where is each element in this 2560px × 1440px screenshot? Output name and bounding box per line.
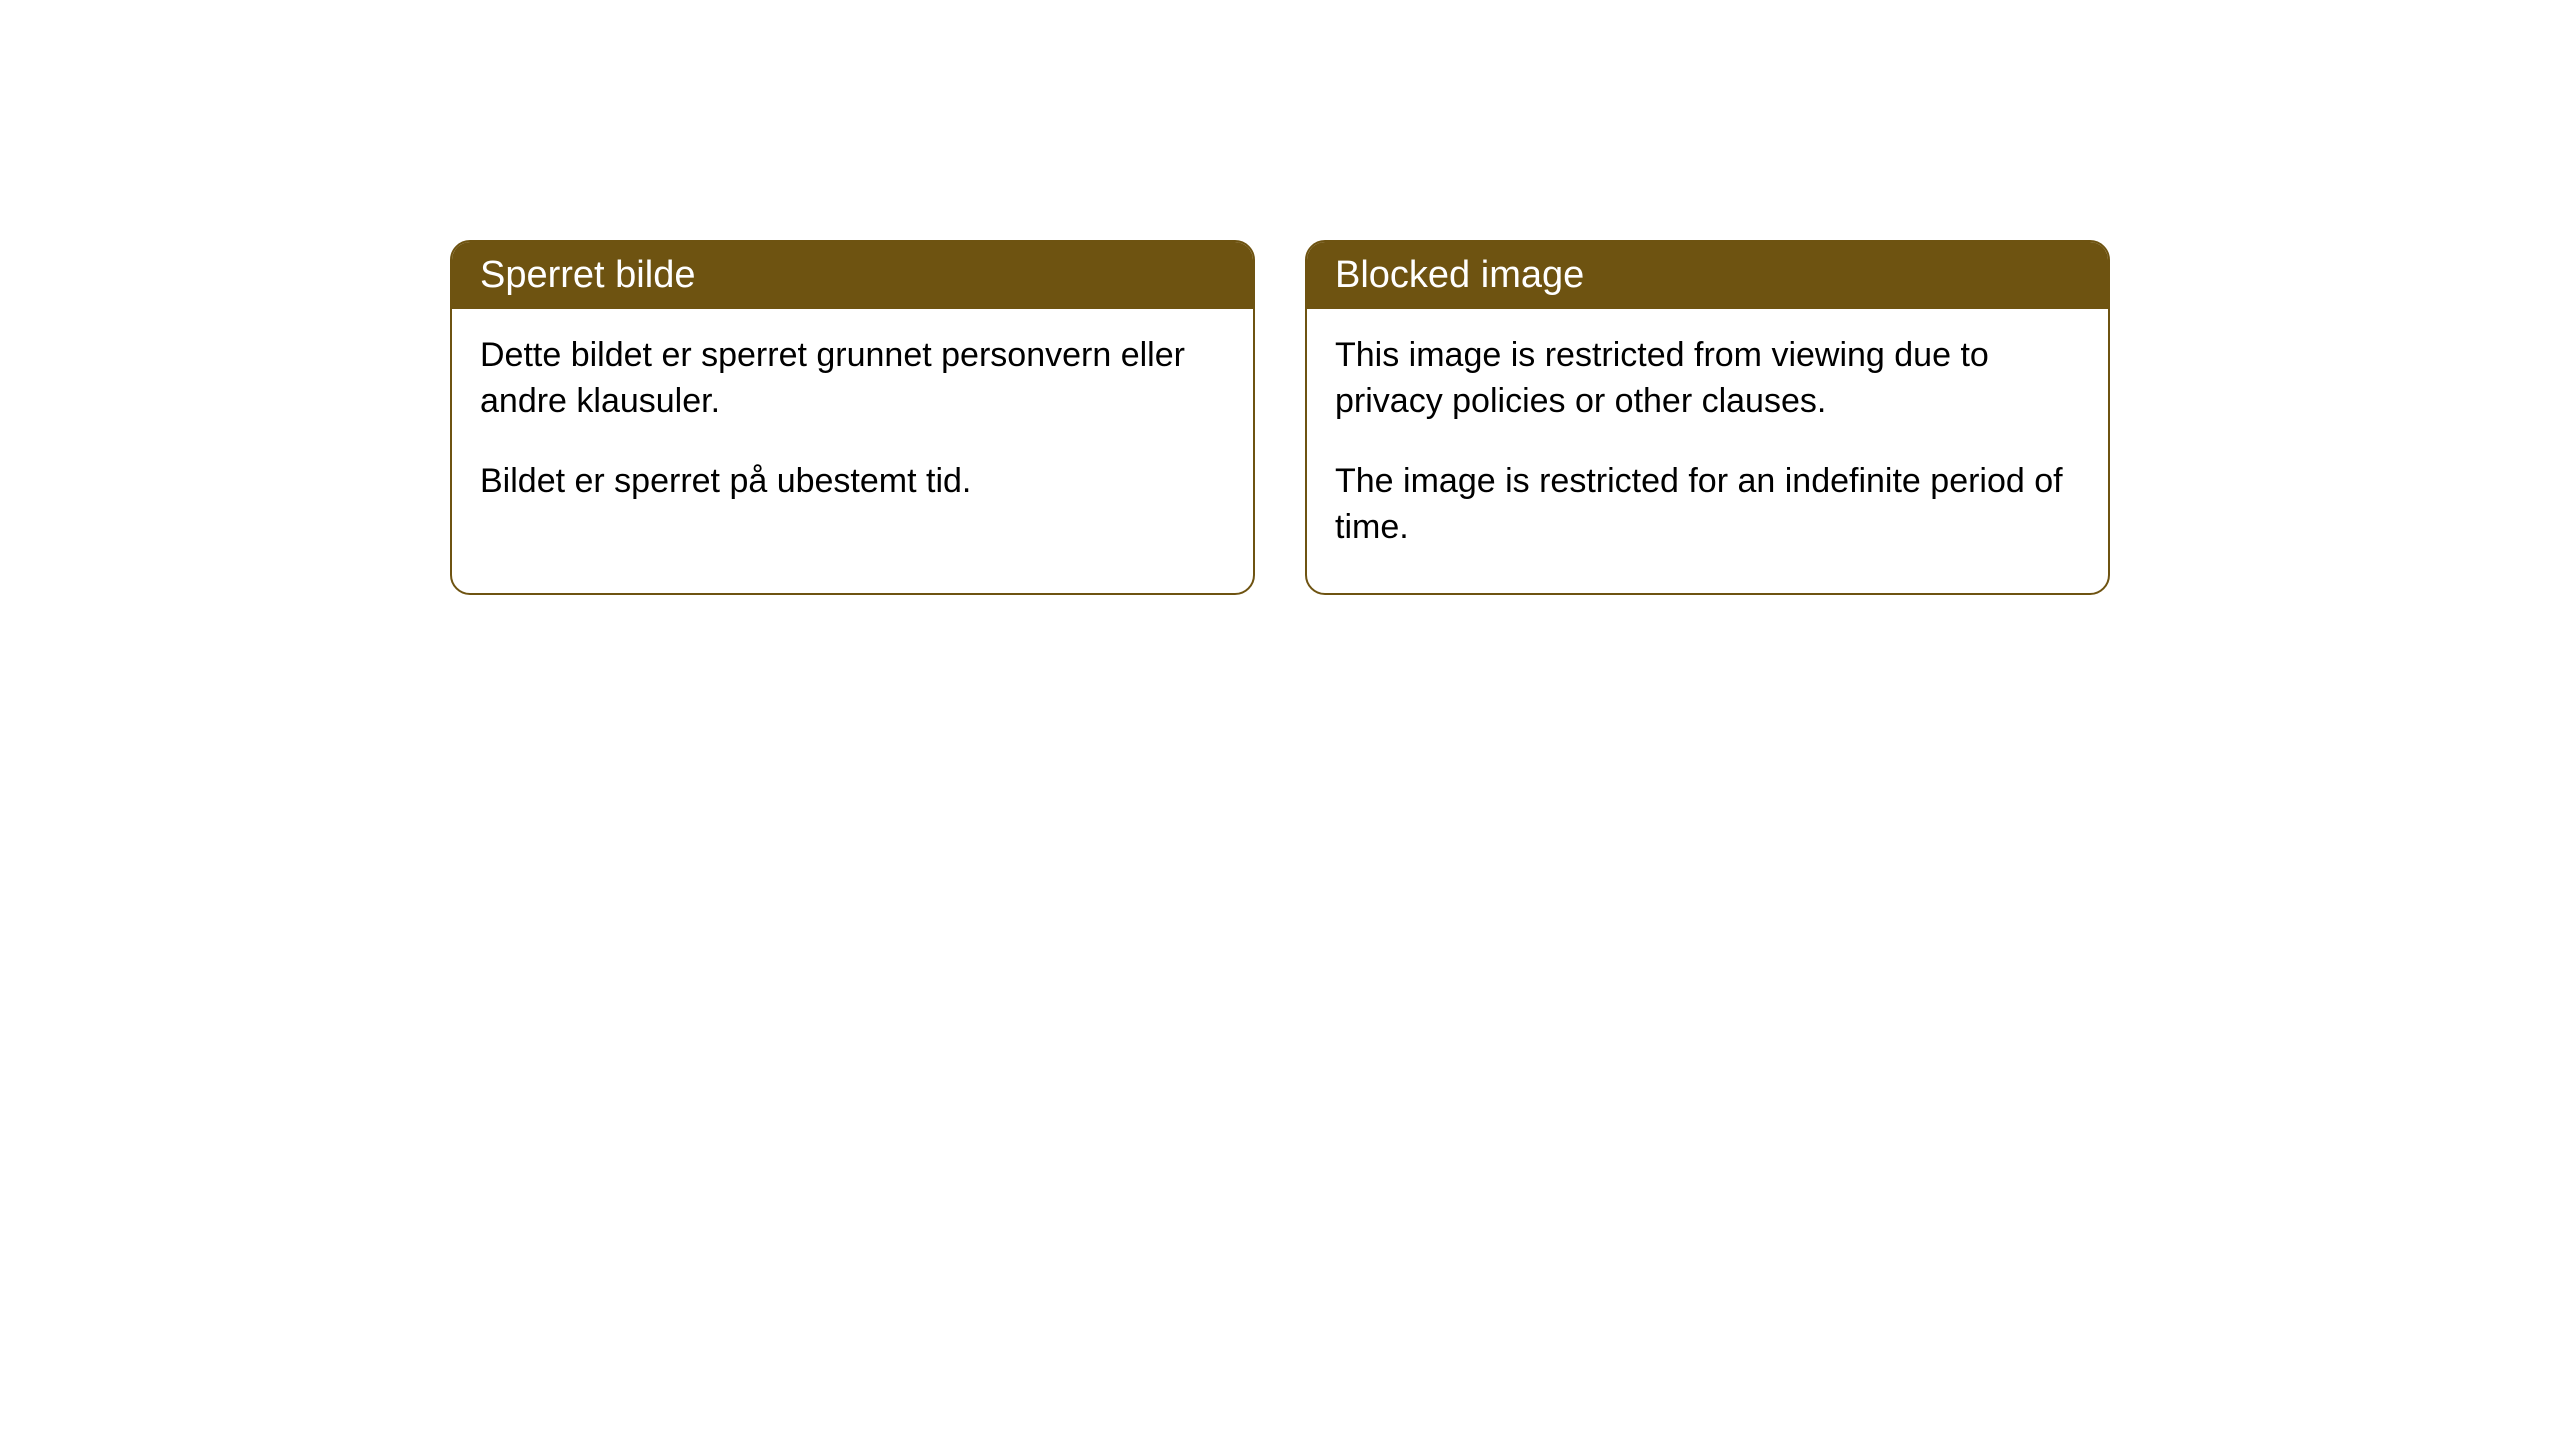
card-paragraph: Bildet er sperret på ubestemt tid. <box>480 459 1225 505</box>
card-paragraph: This image is restricted from viewing du… <box>1335 333 2080 425</box>
card-body: This image is restricted from viewing du… <box>1307 309 2108 593</box>
card-header: Sperret bilde <box>452 242 1253 309</box>
card-body: Dette bildet er sperret grunnet personve… <box>452 309 1253 547</box>
notice-card-norwegian: Sperret bilde Dette bildet er sperret gr… <box>450 240 1255 595</box>
card-title: Blocked image <box>1335 254 1584 296</box>
card-title: Sperret bilde <box>480 254 695 296</box>
notice-card-english: Blocked image This image is restricted f… <box>1305 240 2110 595</box>
card-paragraph: Dette bildet er sperret grunnet personve… <box>480 333 1225 425</box>
card-header: Blocked image <box>1307 242 2108 309</box>
notice-cards-container: Sperret bilde Dette bildet er sperret gr… <box>450 240 2110 595</box>
card-paragraph: The image is restricted for an indefinit… <box>1335 459 2080 551</box>
